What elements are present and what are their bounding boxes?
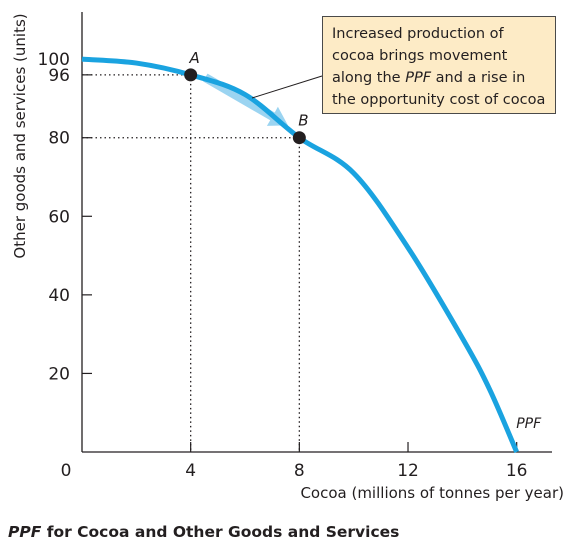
figure-caption: PPF for Cocoa and Other Goods and Servic…	[8, 523, 399, 541]
point-a-marker	[184, 68, 198, 82]
annotation-line: along the PPF and a rise in	[332, 67, 547, 89]
caption-emphasis: PPF	[8, 523, 42, 541]
origin-label: 0	[61, 461, 72, 481]
points	[184, 68, 306, 145]
x-tick-label: 16	[506, 461, 528, 481]
y-tick-label: 60	[48, 207, 70, 227]
x-tick-label: 4	[185, 461, 196, 481]
axes	[81, 12, 552, 453]
annotation-line: Increased production of	[332, 26, 504, 42]
annotation-text: along the	[332, 70, 406, 86]
ppf-curve	[81, 56, 519, 453]
x-tick-label: 8	[294, 461, 305, 481]
caption-text: for Cocoa and Other Goods and Services	[41, 523, 400, 541]
y-tick-label: 80	[48, 129, 70, 149]
x-tick-label: 12	[397, 461, 419, 481]
annotation-box: Increased production of cocoa brings mov…	[322, 16, 556, 114]
dotted-guides	[82, 74, 300, 452]
point-b-label: B	[298, 112, 308, 130]
x-axis-title: Cocoa (millions of tonnes per year)	[300, 484, 564, 502]
y-tick-label: 20	[48, 364, 70, 384]
callout-leader-line	[251, 75, 323, 99]
annotation-emphasis: PPF	[405, 70, 432, 86]
annotation-line: the opportunity cost of cocoa	[332, 92, 546, 108]
point-a-label: A	[189, 49, 200, 67]
point-b-marker	[292, 131, 306, 145]
y-tick-label: 100	[38, 50, 70, 70]
y-tick-label: 40	[48, 286, 70, 306]
ppf-label: PPF	[516, 416, 542, 432]
annotation-line: cocoa brings movement	[332, 48, 508, 64]
y-tick-label: 96	[48, 66, 70, 86]
y-axis-title: Other goods and services (units)	[11, 13, 29, 258]
annotation-text: and a rise in	[431, 70, 526, 86]
ppf-line	[81, 56, 519, 453]
